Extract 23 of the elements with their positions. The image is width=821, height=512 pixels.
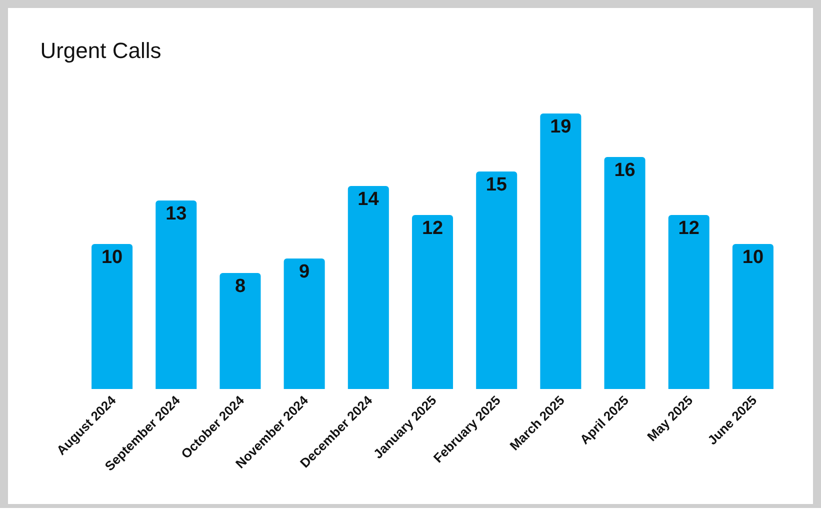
bar <box>284 258 325 389</box>
bar <box>540 114 582 389</box>
data-label: 10 <box>742 247 764 268</box>
data-label: 13 <box>166 204 187 224</box>
chart-title: Urgent Calls <box>40 38 162 64</box>
bar <box>220 273 261 389</box>
data-label: 19 <box>550 116 572 138</box>
bar <box>156 200 197 389</box>
bar <box>668 215 710 389</box>
bar <box>604 157 646 389</box>
data-label: 14 <box>358 189 380 210</box>
data-label: 8 <box>234 276 246 297</box>
data-label: 10 <box>101 247 123 268</box>
data-label: 12 <box>678 218 700 239</box>
bar <box>92 244 133 389</box>
data-label: 9 <box>299 262 310 282</box>
data-label: 12 <box>422 218 444 239</box>
bar <box>348 186 389 389</box>
bar <box>732 244 774 389</box>
data-label: 16 <box>614 160 636 181</box>
bar <box>412 215 454 389</box>
data-label: 15 <box>486 174 508 196</box>
bar <box>476 172 518 389</box>
